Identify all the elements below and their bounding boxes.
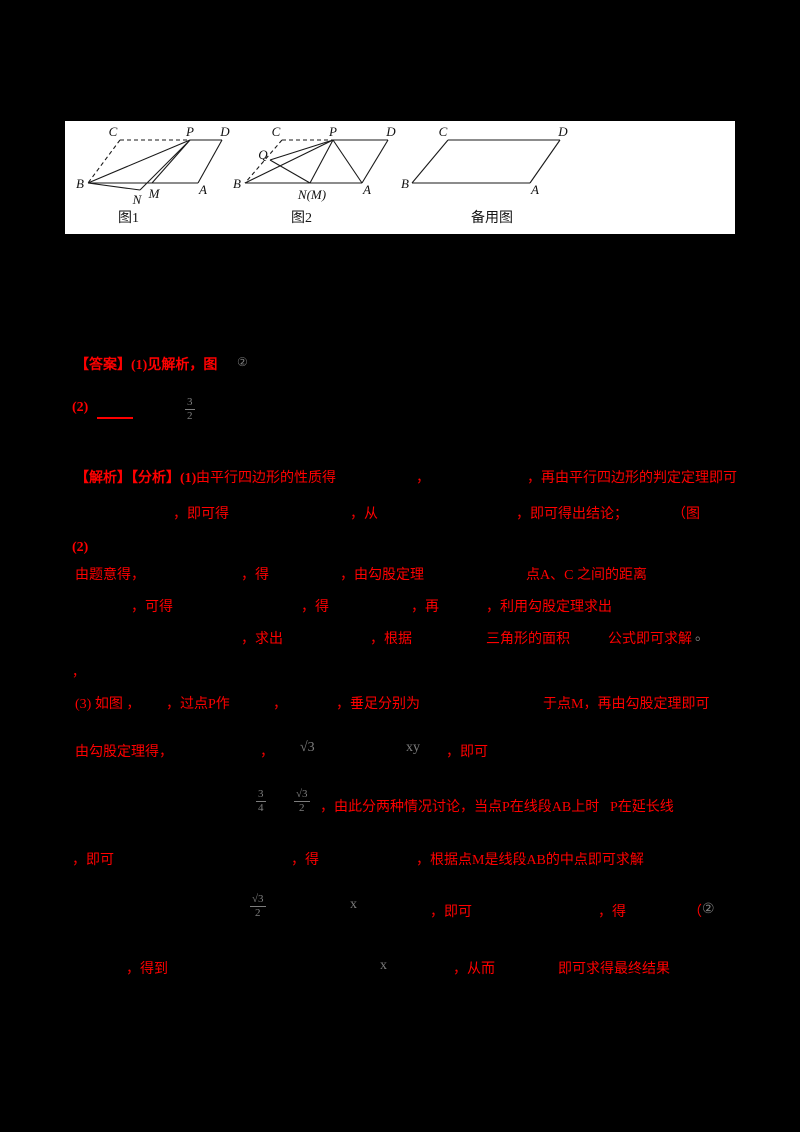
text-fragment: ，即可得出结论； bbox=[516, 507, 628, 522]
text-fragment: ，再 bbox=[411, 600, 439, 615]
figure-1: C P D B A M N bbox=[76, 124, 230, 207]
text-fragment: ，即可 bbox=[446, 745, 488, 760]
vertex-label-d: D bbox=[219, 124, 230, 139]
figure-backup-caption: 备用图 bbox=[471, 211, 513, 226]
vertex-label-q: Q bbox=[258, 147, 268, 162]
text-fragment: ，可得 bbox=[131, 600, 173, 615]
text-fragment: x bbox=[380, 958, 387, 973]
vertex-label-a: A bbox=[530, 182, 539, 197]
vertex-label-c: C bbox=[109, 124, 118, 139]
figure-panel: C P D B A M N C P bbox=[65, 121, 735, 234]
figure-backup: C D B A bbox=[401, 124, 568, 197]
text-fragment: (3) 如图 ， bbox=[75, 697, 141, 712]
text-fragment: ，再由平行四边形的判定定理即可 bbox=[527, 471, 737, 486]
text-fragment: ② bbox=[702, 902, 715, 917]
text-fragment: 【解析】【分析】(1) bbox=[75, 471, 197, 486]
vertex-label-c: C bbox=[272, 124, 281, 139]
text-fragment: ，根据点M是线段AB的中点即可求解 bbox=[416, 853, 644, 868]
text-fragment: 即可求得最终结果 bbox=[558, 962, 670, 977]
text-fragment: ② bbox=[237, 355, 248, 369]
figure-1-caption: 图1 bbox=[118, 211, 139, 226]
text-fragment: ，得 bbox=[291, 853, 319, 868]
text-fragment: ，从而 bbox=[453, 962, 495, 977]
vertex-label-nm: N(M) bbox=[297, 187, 326, 202]
vertex-label-n: N bbox=[132, 192, 143, 207]
vertex-label-p: P bbox=[185, 124, 194, 139]
text-fragment: 三角形的面积 bbox=[486, 632, 570, 647]
text-fragment: ，根据 bbox=[370, 632, 412, 647]
text-fragment: xy bbox=[406, 740, 420, 755]
vertex-label-m: M bbox=[148, 186, 161, 201]
vertex-label-b: B bbox=[233, 176, 241, 191]
vertex-label-d: D bbox=[557, 124, 568, 139]
text-fragment: 由题意得， bbox=[75, 568, 145, 583]
text-fragment: ，利用勾股定理求出 bbox=[486, 600, 612, 615]
text-fragment: (2) bbox=[72, 540, 89, 555]
text-fragment: 公式即可求解 bbox=[608, 632, 692, 647]
text-fragment: ，即可 bbox=[430, 905, 472, 920]
text-fragment: 于点M，再由勾股定理即可 bbox=[543, 697, 710, 712]
text-fragment: ，由此分两种情况讨论，当点P在线段AB上时 bbox=[320, 800, 600, 815]
text-fragment: ，得到 bbox=[126, 962, 168, 977]
text-fragment: ， bbox=[416, 471, 430, 486]
vertex-label-p: P bbox=[328, 124, 337, 139]
text-fragment: ，得 bbox=[241, 568, 269, 583]
text-fragment: √3 bbox=[300, 740, 315, 755]
vertex-label-a: A bbox=[198, 182, 207, 197]
text-fragment: ，由勾股定理 bbox=[340, 568, 424, 583]
text-fragment: 点A、C 之间的距离 bbox=[526, 568, 647, 583]
math-fraction: √3 2 bbox=[250, 893, 266, 919]
text-fragment: P在延长线 bbox=[610, 800, 674, 815]
text-fragment: ，从 bbox=[350, 507, 378, 522]
text-fragment: ，过点P作 bbox=[166, 697, 230, 712]
text-fragment: ，求出 bbox=[241, 632, 283, 647]
answer-blank-underline bbox=[97, 401, 133, 419]
text-fragment: 由平行四边形的性质得 bbox=[196, 471, 336, 486]
text-fragment: ，即可 bbox=[72, 853, 114, 868]
text-fragment: 。 bbox=[695, 629, 709, 644]
text-fragment: 【答案】(1)见解析，图 bbox=[75, 358, 218, 373]
vertex-label-a: A bbox=[362, 182, 371, 197]
geometry-figures: C P D B A M N C P bbox=[76, 124, 568, 207]
text-fragment: （ bbox=[688, 905, 702, 920]
text-fragment: ， bbox=[273, 697, 287, 712]
text-fragment: ，得 bbox=[301, 600, 329, 615]
vertex-label-c: C bbox=[439, 124, 448, 139]
figure-2: C P D B A Q N(M) bbox=[233, 124, 396, 202]
vertex-label-d: D bbox=[385, 124, 396, 139]
text-fragment: (2) bbox=[72, 400, 89, 415]
text-fragment: x bbox=[350, 897, 357, 912]
vertex-label-b: B bbox=[76, 176, 84, 191]
text-fragment: ，得 bbox=[598, 905, 626, 920]
vertex-label-b: B bbox=[401, 176, 409, 191]
text-fragment: ，即可得 bbox=[173, 507, 229, 522]
text-fragment: ， bbox=[260, 745, 274, 760]
math-fraction: √3 2 bbox=[294, 788, 310, 814]
figure-2-caption: 图2 bbox=[291, 211, 312, 226]
text-fragment: 由勾股定理得， bbox=[75, 745, 173, 760]
text-fragment: （图 bbox=[672, 507, 700, 522]
text-fragment: ，垂足分别为 bbox=[336, 697, 420, 712]
text-fragment: ， bbox=[72, 664, 86, 679]
